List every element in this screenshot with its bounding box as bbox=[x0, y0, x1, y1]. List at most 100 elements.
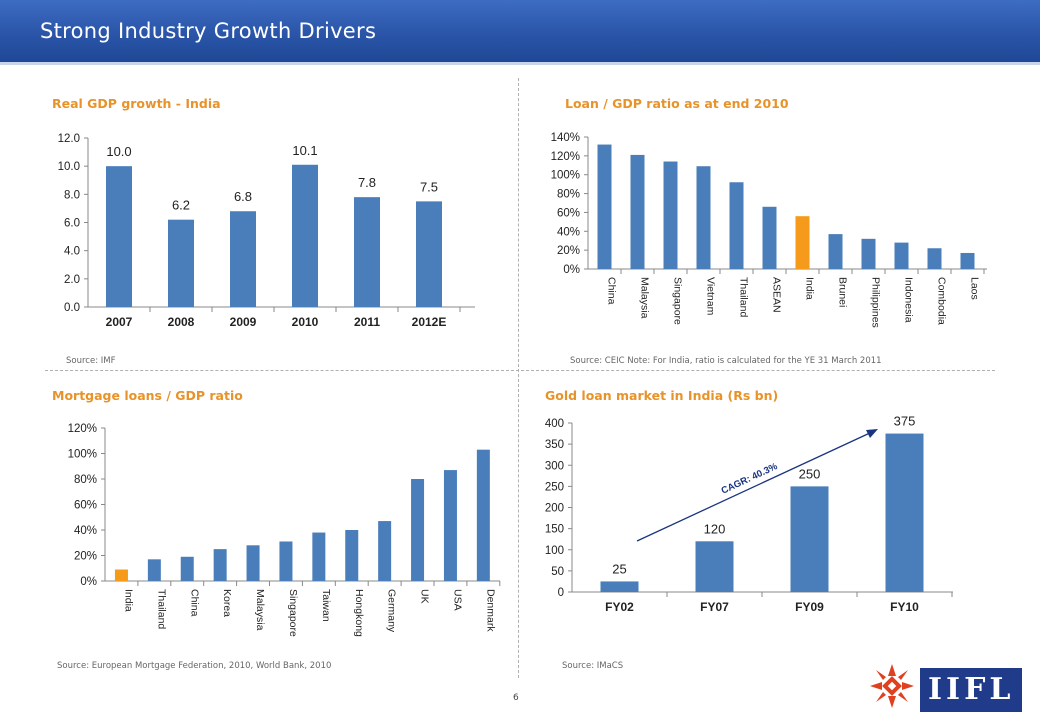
chart0-y-tick-label: 12.0 bbox=[58, 133, 80, 145]
chart3-data-label: 375 bbox=[894, 414, 916, 429]
chart3-y-tick-label: 300 bbox=[545, 460, 564, 472]
chart1-y-tick-label: 100% bbox=[551, 170, 580, 182]
chart3-y-tick-label: 400 bbox=[545, 418, 564, 430]
chart2-bar bbox=[180, 556, 194, 581]
chart2-bar bbox=[279, 541, 293, 581]
chart2-x-tick-label: Denmark bbox=[484, 589, 496, 632]
chart1-x-tick-label: Philippines bbox=[870, 277, 882, 328]
chart2-x-tick-label: China bbox=[188, 589, 200, 617]
chart1-bar bbox=[729, 182, 744, 269]
chart1-bar bbox=[762, 206, 777, 269]
chart1-x-tick-label: ASEAN bbox=[771, 277, 783, 313]
chart3-y-tick-label: 100 bbox=[545, 545, 564, 557]
chart2-y-tick-label: 0% bbox=[80, 576, 97, 588]
chart2-y-tick-label: 80% bbox=[74, 474, 97, 486]
chart0-y-tick-label: 2.0 bbox=[64, 274, 80, 286]
vertical-divider bbox=[518, 78, 519, 678]
chart1-bar bbox=[861, 238, 876, 269]
chart1-bar bbox=[795, 216, 810, 269]
chart2-bar bbox=[476, 449, 490, 581]
chart2-bar bbox=[213, 549, 227, 581]
chart0-x-tick-label: 2012E bbox=[412, 315, 447, 329]
chart3-y-tick-label: 0 bbox=[558, 587, 564, 599]
mortgage-chart-title: Mortgage loans / GDP ratio bbox=[52, 388, 243, 403]
horizontal-divider bbox=[45, 370, 995, 371]
chart2-bar bbox=[345, 530, 359, 581]
chart2-bar bbox=[147, 559, 161, 581]
iifl-logo-icon bbox=[870, 664, 914, 708]
chart3-bar bbox=[695, 541, 734, 592]
chart2-bar bbox=[411, 479, 425, 581]
gdp-chart-title: Real GDP growth - India bbox=[52, 96, 221, 111]
chart0-data-label: 7.8 bbox=[358, 175, 376, 190]
chart0-data-label: 6.2 bbox=[172, 198, 190, 213]
chart2-y-tick-label: 40% bbox=[74, 525, 97, 537]
chart1-x-tick-label: Singapore bbox=[672, 277, 684, 325]
chart0-x-tick-label: 2007 bbox=[106, 315, 133, 329]
chart3-bar bbox=[790, 486, 829, 592]
chart1-bar bbox=[630, 154, 645, 269]
chart0-bar bbox=[292, 164, 318, 307]
chart1-bar bbox=[960, 252, 975, 269]
chart0-data-label: 7.5 bbox=[420, 179, 438, 194]
chart3-y-tick-label: 350 bbox=[545, 439, 564, 451]
chart1-y-tick-label: 60% bbox=[557, 207, 580, 219]
chart0-y-tick-label: 0.0 bbox=[64, 302, 80, 314]
chart2-x-tick-label: Thailand bbox=[155, 589, 167, 629]
chart0-x-tick-label: 2009 bbox=[230, 315, 257, 329]
chart1-x-tick-label: Thailand bbox=[738, 277, 750, 317]
chart2-x-tick-label: Singapore bbox=[287, 589, 299, 637]
chart0-bar bbox=[416, 201, 442, 307]
chart1-bar bbox=[894, 242, 909, 269]
chart2-y-tick-label: 100% bbox=[68, 449, 97, 461]
iifl-logo-text: IIFL bbox=[920, 668, 1023, 712]
chart2-bar bbox=[443, 470, 457, 581]
chart1-x-tick-label: Brunei bbox=[837, 277, 849, 307]
chart1-x-tick-label: Vietnam bbox=[705, 277, 717, 316]
chart0-data-label: 6.8 bbox=[234, 189, 252, 204]
cagr-arrow-head bbox=[866, 429, 878, 438]
chart3-data-label: 250 bbox=[799, 466, 821, 481]
mortgage-chart-source: Source: European Mortgage Federation, 20… bbox=[57, 661, 332, 671]
chart2-x-tick-label: Taiwan bbox=[320, 589, 332, 622]
chart1-bar bbox=[597, 144, 612, 269]
chart1-bar bbox=[696, 166, 711, 269]
chart0-bar bbox=[106, 166, 132, 307]
chart3-y-tick-label: 150 bbox=[545, 524, 564, 536]
chart3-y-tick-label: 250 bbox=[545, 481, 564, 493]
chart0-y-tick-label: 10.0 bbox=[58, 161, 80, 173]
header-bar: Strong Industry Growth Drivers bbox=[0, 0, 1040, 65]
chart1-y-tick-label: 40% bbox=[557, 226, 580, 238]
chart0-data-label: 10.0 bbox=[106, 144, 131, 159]
chart3-data-label: 25 bbox=[612, 561, 626, 576]
chart0-bar bbox=[168, 219, 194, 307]
chart3-data-label: 120 bbox=[704, 521, 726, 536]
chart0-y-tick-label: 4.0 bbox=[64, 246, 80, 258]
chart1-y-tick-label: 0% bbox=[563, 264, 580, 276]
chart1-x-tick-label: Laos bbox=[969, 277, 981, 300]
chart3-x-tick-label: FY10 bbox=[890, 600, 919, 614]
chart2-y-tick-label: 60% bbox=[74, 500, 97, 512]
chart2-y-tick-label: 120% bbox=[68, 423, 97, 435]
page-number: 6 bbox=[513, 693, 519, 703]
chart1-y-tick-label: 80% bbox=[557, 189, 580, 201]
chart1-x-tick-label: Combodia bbox=[936, 277, 948, 325]
loan-gdp-chart-source: Source: CEIC Note: For India, ratio is c… bbox=[570, 356, 882, 366]
chart0-bar bbox=[230, 211, 256, 307]
gold-loan-chart-title: Gold loan market in India (Rs bn) bbox=[545, 388, 779, 403]
chart0-bar bbox=[354, 197, 380, 307]
chart2-bar bbox=[378, 521, 392, 581]
chart0-data-label: 10.1 bbox=[292, 143, 317, 158]
chart3-x-tick-label: FY02 bbox=[605, 600, 634, 614]
chart1-x-tick-label: Indonesia bbox=[903, 277, 915, 323]
chart1-x-tick-label: India bbox=[804, 277, 816, 300]
gold-loan-chart-source: Source: IMaCS bbox=[562, 661, 624, 671]
chart2-y-tick-label: 20% bbox=[74, 551, 97, 563]
chart1-bar bbox=[663, 161, 678, 269]
chart3-bar bbox=[885, 433, 924, 592]
loan-gdp-chart-title: Loan / GDP ratio as at end 2010 bbox=[565, 96, 789, 111]
chart0-x-tick-label: 2008 bbox=[168, 315, 195, 329]
chart0-y-tick-label: 6.0 bbox=[64, 218, 80, 230]
cagr-arrow-line bbox=[636, 431, 873, 542]
chart3-x-tick-label: FY09 bbox=[795, 600, 824, 614]
